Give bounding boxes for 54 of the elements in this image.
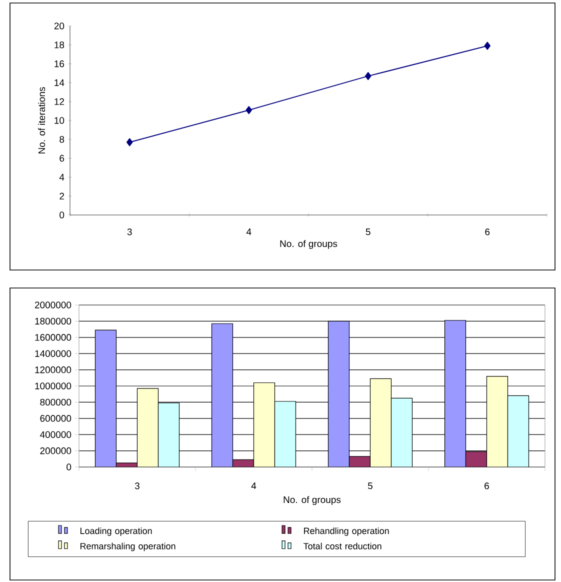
y-tick-label: 2 xyxy=(60,192,64,200)
y-tick-label: 1800000 xyxy=(35,318,72,325)
y-tick-label: 0 xyxy=(60,212,64,218)
legend-label: Total cost reduction xyxy=(304,542,382,550)
y-tick-label: 12 xyxy=(54,98,64,105)
bar xyxy=(136,388,159,467)
y-tick-label: 600000 xyxy=(40,415,72,422)
x-tick-label: 5 xyxy=(366,228,370,236)
bar xyxy=(507,395,530,467)
y-tick-label: 400000 xyxy=(40,431,72,438)
x-tick-label: 6 xyxy=(484,482,489,490)
bar xyxy=(465,451,488,467)
y-tick-label: 2000000 xyxy=(34,302,72,308)
y-tick-label: 6 xyxy=(60,154,64,162)
x-tick-label: 4 xyxy=(246,228,252,236)
y-tick-label: 800000 xyxy=(40,398,72,406)
y-tick-label: 18 xyxy=(54,42,64,48)
point xyxy=(126,138,133,146)
x-tick-label: 6 xyxy=(485,228,490,236)
point xyxy=(364,72,372,80)
bar xyxy=(253,382,276,467)
x-tick-label: 3 xyxy=(127,228,132,236)
y-axis-title: No. of iterations xyxy=(38,87,46,154)
x-axis-title: No. of groups xyxy=(284,496,341,505)
y-tick-label: 20 xyxy=(54,22,64,30)
x-tick-label: 5 xyxy=(368,482,372,490)
x-tick-label: 4 xyxy=(251,482,256,490)
x-tick-label: 3 xyxy=(134,482,140,490)
y-tick-label: 10 xyxy=(54,117,64,124)
y-tick-label: 4 xyxy=(59,174,64,180)
legend-label: Loading operation xyxy=(80,527,152,536)
y-tick-label: 14 xyxy=(54,79,64,86)
point xyxy=(246,106,252,114)
bar xyxy=(328,320,350,467)
bar xyxy=(390,398,413,467)
y-tick-label: 0 xyxy=(66,464,72,470)
bar xyxy=(274,401,296,467)
bar xyxy=(158,402,180,467)
y-tick-label: 1600000 xyxy=(35,334,72,341)
bar xyxy=(486,376,508,467)
point xyxy=(484,42,490,50)
y-tick-label: 200000 xyxy=(40,447,72,454)
y-tick-label: 1400000 xyxy=(35,350,72,357)
legend-label: Rehandling operation xyxy=(304,527,389,536)
bar xyxy=(444,320,466,467)
legend-label: Remarshaling operation xyxy=(80,542,176,552)
y-tick-label: 8 xyxy=(60,136,64,143)
y-tick-label: 1200000 xyxy=(35,366,72,374)
y-tick-label: 16 xyxy=(54,60,64,68)
x-axis-title: No. of groups xyxy=(280,240,338,249)
bar xyxy=(211,323,234,467)
bar xyxy=(370,378,392,467)
y-tick-label: 1000000 xyxy=(35,382,72,390)
bar xyxy=(94,330,117,467)
